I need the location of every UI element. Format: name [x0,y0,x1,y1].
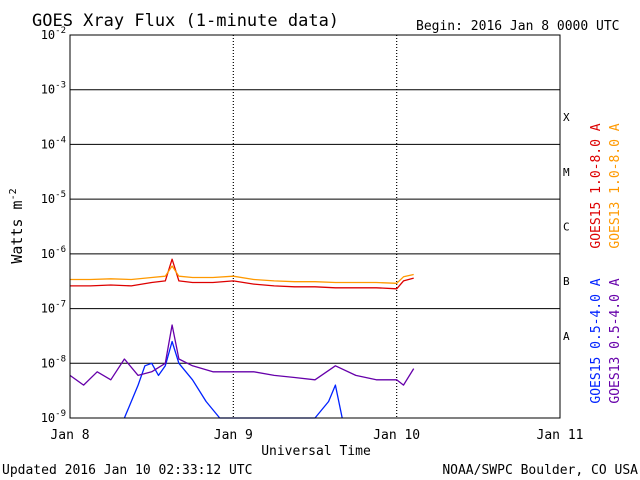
y-tick-base: 10 [41,411,55,425]
y-tick-exponent: -7 [55,300,66,310]
y-tick-exponent: -4 [55,135,66,145]
flare-class-label: X [563,111,570,124]
legend: GOES15 1.0-8.0 A GOES13 1.0-8.0 A GOES15 0… [589,123,623,403]
y-tick-base: 10 [41,28,55,42]
y-tick-label: 10-3 [41,81,66,97]
y-tick-label: 10-2 [41,26,66,42]
flare-class-label: A [563,330,570,343]
flare-class-labels: A B C M X [563,111,570,343]
y-tick-exponent: -8 [55,354,66,364]
legend-entry: GOES13 1.0-8.0 A [608,123,623,248]
y-tick-base: 10 [41,247,55,261]
y-tick-base: 10 [41,356,55,370]
plot-frame [69,34,561,419]
y-tick-exponent: -3 [55,81,66,91]
legend-entry: GOES13 0.5-4.0 A [608,278,623,403]
series-line [123,340,343,419]
series-line [70,258,414,290]
x-tick-label: Jan 11 [537,428,584,443]
footer-updated: Updated 2016 Jan 10 02:33:12 UTC [2,463,252,478]
legend-entry: GOES15 1.0-8.0 A [589,123,604,248]
flare-class-label: M [563,166,570,179]
y-tick-base: 10 [41,137,55,151]
y-tick-label: 10-4 [41,135,66,151]
y-axis-label-sup: -2 [8,188,19,200]
flare-class-label: C [563,221,570,234]
y-tick-label: 10-6 [41,245,66,261]
y-tick-exponent: -2 [55,26,66,36]
flare-class-label: B [563,275,570,288]
y-tick-base: 10 [41,302,55,316]
y-tick-label: 10-8 [41,354,66,370]
begin-label: Begin: 2016 Jan 8 0000 UTC [416,19,620,34]
chart-title: GOES Xray Flux (1-minute data) [32,11,339,31]
y-tick-exponent: -6 [55,245,66,255]
series-lines [69,258,415,419]
y-tick-labels: 10-910-810-710-610-510-410-310-2 [41,26,66,425]
y-axis-label: Watts m-2 [8,188,26,263]
x-tick-label: Jan 9 [214,428,253,443]
x-tick-label: Jan 8 [50,428,89,443]
y-tick-base: 10 [41,83,55,97]
footer-credit: NOAA/SWPC Boulder, CO USA [442,463,638,478]
series-line [69,324,415,386]
y-tick-base: 10 [41,192,55,206]
series-line [70,265,414,284]
x-axis-label: Universal Time [261,444,371,459]
x-tick-labels: Jan 8 Jan 9 Jan 10 Jan 11 [50,428,583,443]
y-axis-label-main: Watts m [8,200,26,263]
grid-lines [70,35,560,418]
legend-entry: GOES15 0.5-4.0 A [589,278,604,403]
y-tick-label: 10-7 [41,300,66,316]
y-tick-label: 10-9 [41,409,66,425]
y-tick-exponent: -5 [55,190,66,200]
x-tick-label: Jan 10 [373,428,420,443]
y-tick-label: 10-5 [41,190,66,206]
y-tick-exponent: -9 [55,409,66,419]
